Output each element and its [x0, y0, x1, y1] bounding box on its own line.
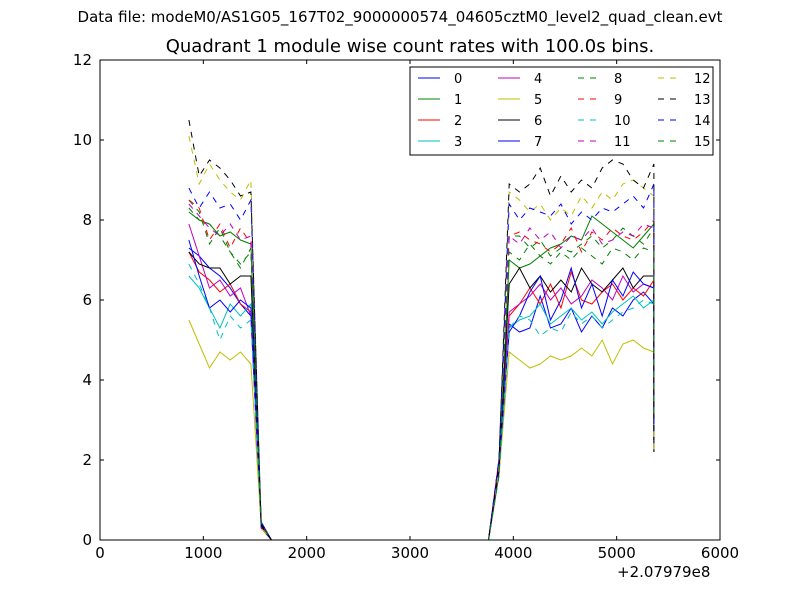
y-tick-label: 12	[73, 51, 92, 69]
series-lines	[188, 119, 655, 541]
legend-label: 12	[694, 72, 711, 87]
y-tick-label: 10	[73, 131, 92, 149]
y-tick-label: 6	[82, 291, 92, 309]
x-tick-label: 3000	[391, 544, 429, 562]
legend-label: 13	[694, 93, 711, 108]
legend-label: 1	[454, 93, 462, 108]
series-line-7	[188, 239, 655, 541]
x-tick-label: 1000	[184, 544, 222, 562]
x-tick-label: 5000	[598, 544, 636, 562]
legend-label: 6	[534, 114, 542, 129]
legend-label: 3	[454, 135, 462, 150]
legend-label: 15	[694, 135, 711, 150]
series-line-15	[188, 207, 655, 541]
y-tick-label: 0	[82, 531, 92, 549]
legend-label: 10	[614, 114, 631, 129]
series-line-3	[188, 275, 655, 541]
y-tick-label: 8	[82, 211, 92, 229]
legend-label: 5	[534, 93, 542, 108]
series-line-10	[188, 263, 655, 541]
legend-label: 9	[614, 93, 622, 108]
data-file-title: Data file: modeM0/AS1G05_167T02_90000005…	[77, 8, 723, 26]
legend-label: 0	[454, 72, 462, 87]
legend-label: 8	[614, 72, 622, 87]
legend-label: 14	[694, 114, 711, 129]
legend-label: 7	[534, 135, 542, 150]
x-tick-label: 4000	[494, 544, 532, 562]
legend-label: 4	[534, 72, 542, 87]
legend-label: 11	[614, 135, 631, 150]
legend-box	[409, 66, 714, 156]
x-offset-label: +2.07979e8	[617, 563, 711, 581]
series-line-2	[188, 251, 655, 541]
series-line-6	[188, 251, 655, 541]
chart-title: Quadrant 1 module wise count rates with …	[165, 36, 655, 57]
x-tick-label: 0	[95, 544, 105, 562]
y-tick-label: 2	[82, 451, 92, 469]
x-tick-label: 6000	[701, 544, 739, 562]
x-tick-label: 2000	[288, 544, 326, 562]
y-tick-label: 4	[82, 371, 92, 389]
legend-label: 2	[454, 114, 462, 129]
